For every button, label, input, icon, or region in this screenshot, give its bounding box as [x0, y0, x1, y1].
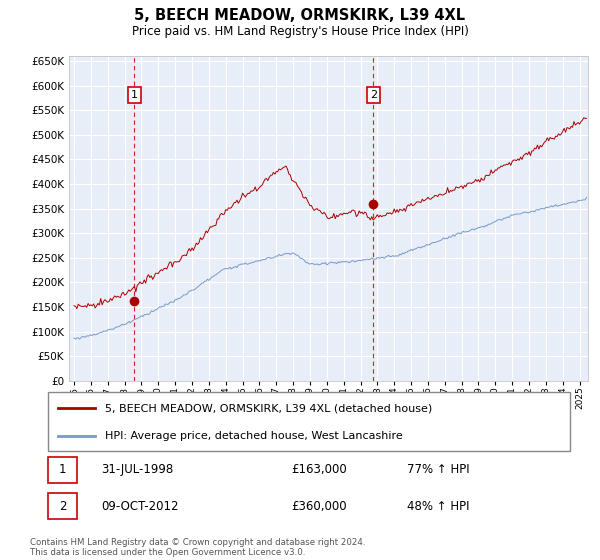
Text: £163,000: £163,000 — [291, 463, 347, 476]
Text: Contains HM Land Registry data © Crown copyright and database right 2024.
This d: Contains HM Land Registry data © Crown c… — [30, 538, 365, 557]
Text: HPI: Average price, detached house, West Lancashire: HPI: Average price, detached house, West… — [106, 431, 403, 441]
Text: £360,000: £360,000 — [291, 500, 347, 512]
Text: Price paid vs. HM Land Registry's House Price Index (HPI): Price paid vs. HM Land Registry's House … — [131, 25, 469, 38]
Text: 48% ↑ HPI: 48% ↑ HPI — [407, 500, 470, 512]
Text: 1: 1 — [131, 90, 138, 100]
Text: 77% ↑ HPI: 77% ↑ HPI — [407, 463, 470, 476]
Text: 2: 2 — [370, 90, 377, 100]
FancyBboxPatch shape — [48, 392, 570, 451]
Text: 31-JUL-1998: 31-JUL-1998 — [101, 463, 173, 476]
FancyBboxPatch shape — [48, 456, 77, 483]
Text: 5, BEECH MEADOW, ORMSKIRK, L39 4XL: 5, BEECH MEADOW, ORMSKIRK, L39 4XL — [134, 8, 466, 24]
Text: 5, BEECH MEADOW, ORMSKIRK, L39 4XL (detached house): 5, BEECH MEADOW, ORMSKIRK, L39 4XL (deta… — [106, 403, 433, 413]
Text: 09-OCT-2012: 09-OCT-2012 — [101, 500, 178, 512]
FancyBboxPatch shape — [48, 493, 77, 519]
Text: 2: 2 — [59, 500, 67, 512]
Text: 1: 1 — [59, 463, 67, 476]
